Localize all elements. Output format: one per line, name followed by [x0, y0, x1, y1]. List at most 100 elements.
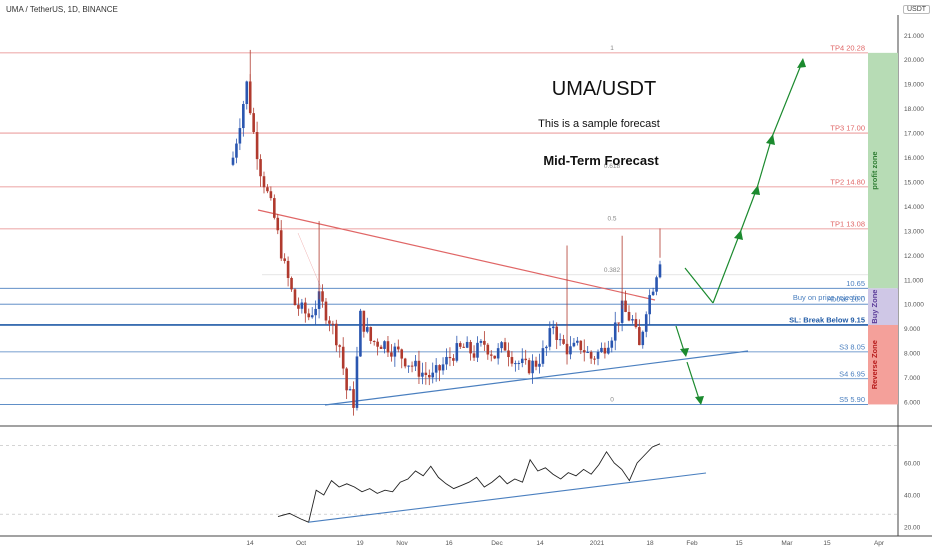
chart-subtitle: This is a sample forecast: [538, 118, 660, 130]
candle-body: [352, 389, 355, 408]
candle-body: [448, 356, 452, 359]
osc-trendline[interactable]: [308, 472, 707, 523]
forecast-arrowhead-tp3: [766, 134, 775, 145]
candle-body: [562, 339, 565, 344]
fib-label: 0.5: [607, 216, 616, 223]
time-tick-label: Nov: [396, 540, 408, 547]
candle-body: [297, 305, 300, 309]
candle-body: [321, 291, 324, 302]
support-trendline[interactable]: [324, 350, 749, 406]
candle-body: [424, 372, 428, 376]
candle-body: [383, 341, 386, 349]
time-tick-label: 19: [356, 540, 364, 547]
level-label: TP3 17.00: [830, 124, 865, 133]
price-tick-label: 9.000: [904, 326, 921, 333]
candle-body: [266, 187, 269, 192]
price-tick-label: 6.000: [904, 400, 921, 407]
level-label: TP2 14.80: [830, 177, 865, 186]
candle-body: [569, 346, 572, 355]
candle-body: [638, 327, 641, 346]
candle-body: [472, 353, 476, 358]
time-tick-label: 15: [735, 540, 743, 547]
candle-body: [427, 375, 431, 378]
price-tick-label: 7.000: [904, 375, 921, 382]
candle-body: [551, 326, 555, 329]
candle-body: [341, 346, 345, 369]
reverse-leg-2: [686, 361, 701, 403]
candle-body: [403, 358, 407, 367]
time-tick-label: Oct: [296, 540, 306, 547]
candle-body: [286, 260, 290, 278]
reverse-arrowhead-2: [695, 396, 704, 405]
candle-body: [441, 364, 445, 371]
candle-body: [242, 104, 245, 129]
candle-body: [338, 345, 342, 347]
candle-body: [658, 264, 662, 278]
candle-body: [462, 346, 466, 348]
forecast-leg-5: [771, 59, 804, 138]
candle-body: [520, 358, 524, 364]
resistance-trendline[interactable]: [257, 209, 656, 301]
candle-body: [231, 157, 235, 165]
candle-body: [379, 346, 383, 349]
candle-body: [634, 319, 638, 328]
candle-body: [510, 357, 514, 364]
candle-body: [479, 340, 483, 343]
symbol-header: UMA / TetherUS, 1D, BINANCE: [6, 5, 118, 14]
candle-body: [483, 340, 486, 345]
candle-body: [476, 342, 479, 358]
price-tick-label: 12.000: [904, 253, 924, 260]
time-tick-label: 18: [646, 540, 654, 547]
level-label: TP1 13.08: [830, 219, 865, 228]
level-label: Buy on price rejection: [793, 293, 865, 302]
candle-body: [648, 295, 651, 315]
candle-body: [507, 350, 510, 358]
candle-body: [565, 343, 569, 355]
candle-body: [558, 339, 562, 341]
candle-body: [555, 326, 558, 340]
candle-body: [376, 341, 379, 347]
candle-body: [545, 346, 548, 349]
candle-body: [576, 340, 579, 343]
candle-body: [355, 356, 359, 408]
fib-label: 1: [610, 45, 614, 52]
level-label: SL: Break Below 9.15: [789, 315, 865, 324]
candle-body: [579, 340, 583, 351]
candle-body: [572, 342, 576, 347]
candle-body: [421, 372, 424, 377]
osc-tick-label: 60.00: [904, 461, 921, 468]
zone-label: profit zone: [870, 151, 879, 189]
level-label: 10.65: [846, 279, 865, 288]
candle-body: [600, 347, 603, 352]
zone-reverse-zone: [868, 324, 898, 405]
candle-body: [259, 159, 262, 177]
price-tick-label: 15.000: [904, 179, 924, 186]
candle-body: [245, 81, 249, 105]
candle-body: [469, 341, 472, 354]
candle-body: [362, 310, 366, 332]
candle-body: [396, 346, 400, 350]
candle-body: [610, 340, 614, 348]
currency-button[interactable]: USDT: [903, 5, 931, 14]
level-label: S5 5.90: [839, 395, 865, 404]
candle-body: [593, 358, 596, 360]
osc-tick-label: 40.00: [904, 493, 921, 500]
forecast-arrowhead-tp2: [751, 185, 760, 195]
candle-body: [541, 348, 545, 364]
candle-body: [273, 198, 276, 218]
candle-body: [531, 360, 534, 374]
time-tick-label: 16: [445, 540, 453, 547]
candle-body: [620, 300, 624, 323]
price-tick-label: 11.000: [904, 277, 924, 284]
candle-body: [586, 351, 589, 353]
candle-body: [538, 363, 541, 367]
time-tick-label: 2021: [590, 540, 605, 547]
candle-body: [369, 327, 373, 341]
price-tick-label: 18.000: [904, 106, 924, 113]
forecast-horizon: Mid-Term Forecast: [543, 153, 659, 168]
candle-body: [359, 310, 362, 357]
candle-body: [372, 340, 376, 342]
candle-body: [496, 348, 500, 359]
